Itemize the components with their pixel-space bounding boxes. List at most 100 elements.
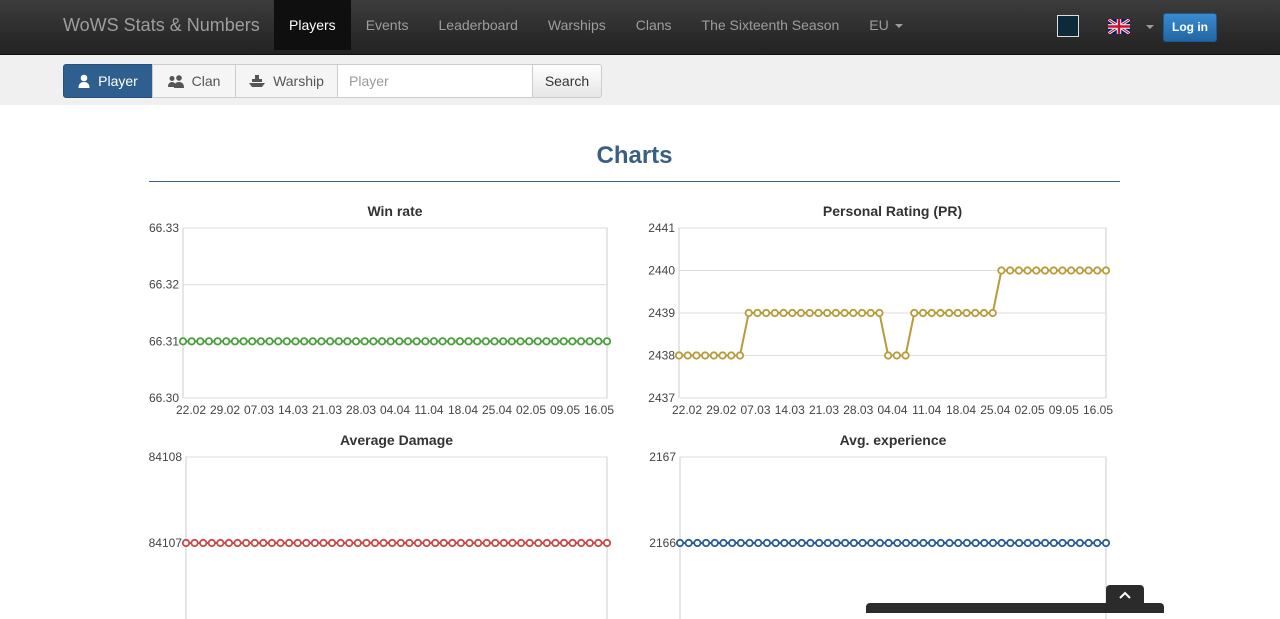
data-point[interactable] [1049,266,1058,275]
data-point[interactable] [1049,538,1058,548]
data-point[interactable] [550,337,560,346]
data-point[interactable] [779,308,788,318]
data-point[interactable] [814,308,823,318]
data-point[interactable] [858,538,867,548]
data-point[interactable] [386,337,395,346]
data-point[interactable] [936,538,945,548]
region-dropdown[interactable]: EU [854,0,917,50]
data-point[interactable] [692,351,701,360]
data-point[interactable] [1075,266,1084,275]
data-point[interactable] [875,308,884,318]
data-point[interactable] [594,538,603,548]
data-point[interactable] [239,337,248,346]
data-point[interactable] [474,538,483,548]
data-point[interactable] [910,308,919,318]
data-point[interactable] [507,337,516,346]
data-point[interactable] [1067,538,1076,548]
data-point[interactable] [216,538,225,548]
data-point[interactable] [585,337,594,346]
data-point[interactable] [602,538,612,548]
data-point[interactable] [945,538,954,548]
data-point[interactable] [250,538,259,548]
data-point[interactable] [1041,538,1050,548]
data-point[interactable] [709,351,718,360]
data-point[interactable] [805,308,814,318]
data-point[interactable] [456,538,466,548]
data-point[interactable] [823,538,832,548]
data-point[interactable] [1058,538,1067,548]
data-point[interactable] [516,538,526,548]
data-point[interactable] [788,308,797,318]
data-point[interactable] [875,538,885,548]
data-point[interactable] [674,351,684,360]
data-point[interactable] [464,337,473,346]
data-point[interactable] [806,538,815,548]
data-point[interactable] [395,337,404,346]
data-point[interactable] [927,308,936,318]
data-point[interactable] [1101,266,1111,275]
data-point[interactable] [187,337,196,346]
data-point[interactable] [1023,538,1032,548]
data-point[interactable] [282,337,291,346]
bottom-panel[interactable] [866,603,1164,613]
data-point[interactable] [317,337,326,346]
data-point[interactable] [559,337,568,346]
data-point[interactable] [369,337,378,346]
data-point[interactable] [971,538,980,548]
data-point[interactable] [405,538,414,548]
data-point[interactable] [744,308,753,318]
data-point[interactable] [181,538,191,548]
data-point[interactable] [178,337,188,346]
data-point[interactable] [762,308,771,318]
data-point[interactable] [849,308,858,318]
data-point[interactable] [267,538,277,548]
language-chevron-down-icon[interactable] [1146,25,1154,29]
data-point[interactable] [762,538,772,548]
data-point[interactable] [213,337,222,346]
data-point[interactable] [884,351,893,360]
data-point[interactable] [379,538,388,548]
data-point[interactable] [962,308,971,318]
data-point[interactable] [594,337,603,346]
data-point[interactable] [683,351,692,360]
theme-toggle-button[interactable] [1057,15,1079,37]
data-point[interactable] [893,538,902,548]
data-point[interactable] [736,538,745,548]
data-point[interactable] [684,538,693,548]
data-point[interactable] [577,538,586,548]
data-point[interactable] [753,308,762,318]
data-point[interactable] [327,538,337,548]
data-point[interactable] [675,538,685,548]
data-point[interactable] [248,337,257,346]
data-point[interactable] [841,538,850,548]
search-input[interactable] [337,64,533,98]
data-point[interactable] [988,538,998,548]
data-point[interactable] [499,538,508,548]
data-point[interactable] [533,337,542,346]
data-point[interactable] [542,337,551,346]
data-point[interactable] [353,538,362,548]
data-point[interactable] [388,538,397,548]
data-point[interactable] [1075,538,1085,548]
login-button[interactable]: Log in [1163,13,1217,42]
data-point[interactable] [438,337,447,346]
data-point[interactable] [770,308,779,318]
data-point[interactable] [945,308,954,318]
data-point[interactable] [866,308,875,318]
data-point[interactable] [1006,538,1015,548]
data-point[interactable] [1084,266,1093,275]
nav-item-sixteenth-season[interactable]: The Sixteenth Season [701,17,840,33]
data-point[interactable] [310,538,319,548]
data-point[interactable] [1084,538,1093,548]
data-point[interactable] [832,538,841,548]
data-point[interactable] [962,538,971,548]
data-point[interactable] [980,538,989,548]
nav-item-events[interactable]: Events [365,17,409,33]
data-point[interactable] [559,538,569,548]
data-point[interactable] [302,538,311,548]
search-tab-player[interactable]: Player [63,64,153,98]
data-point[interactable] [499,337,508,346]
data-point[interactable] [901,351,910,360]
brand-logo[interactable]: WoWS Stats & Numbers [63,15,260,35]
search-tab-clan[interactable]: Clan [152,64,236,98]
